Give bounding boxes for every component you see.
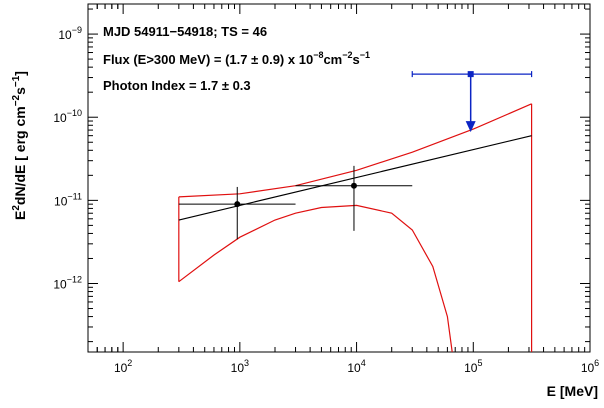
data-point <box>350 182 357 189</box>
y-tick-label: 10−9 <box>58 25 82 42</box>
x-tick-label: 105 <box>464 358 482 375</box>
x-tick-label: 104 <box>347 358 365 375</box>
butterfly-lower-curve <box>178 204 453 353</box>
x-tick-label: 106 <box>581 358 599 375</box>
x-axis-title: E [MeV] <box>547 383 598 399</box>
annotation-mjd-ts: MJD 54911−54918; TS = 46 <box>103 24 267 39</box>
upper-limit-marker <box>467 71 474 78</box>
x-tick-label: 102 <box>114 358 132 375</box>
annotation-block: MJD 54911−54918; TS = 46 Flux (E>300 MeV… <box>103 24 370 93</box>
y-tick-label: 10−12 <box>53 274 82 291</box>
upper-limit-arrow-head <box>465 121 476 133</box>
y-tick-label: 10−10 <box>53 108 82 125</box>
powerlaw-fit-line <box>178 135 532 221</box>
x-tick-label: 103 <box>231 358 249 375</box>
y-axis-title: E2dN/dE [ erg cm−2s−1] <box>11 71 28 220</box>
data-point <box>234 201 241 208</box>
annotation-flux: Flux (E>300 MeV) = (1.7 ± 0.9) x 10−8cm−… <box>103 50 370 67</box>
plot-area: 102 103 104 105 106 10−12 10−11 10−10 10−9 <box>53 3 599 375</box>
plot-frame <box>87 3 591 353</box>
butterfly-upper-curve <box>178 103 532 198</box>
y-tick-label: 10−11 <box>54 191 82 208</box>
annotation-photon-index: Photon Index = 1.7 ± 0.3 <box>103 78 251 93</box>
